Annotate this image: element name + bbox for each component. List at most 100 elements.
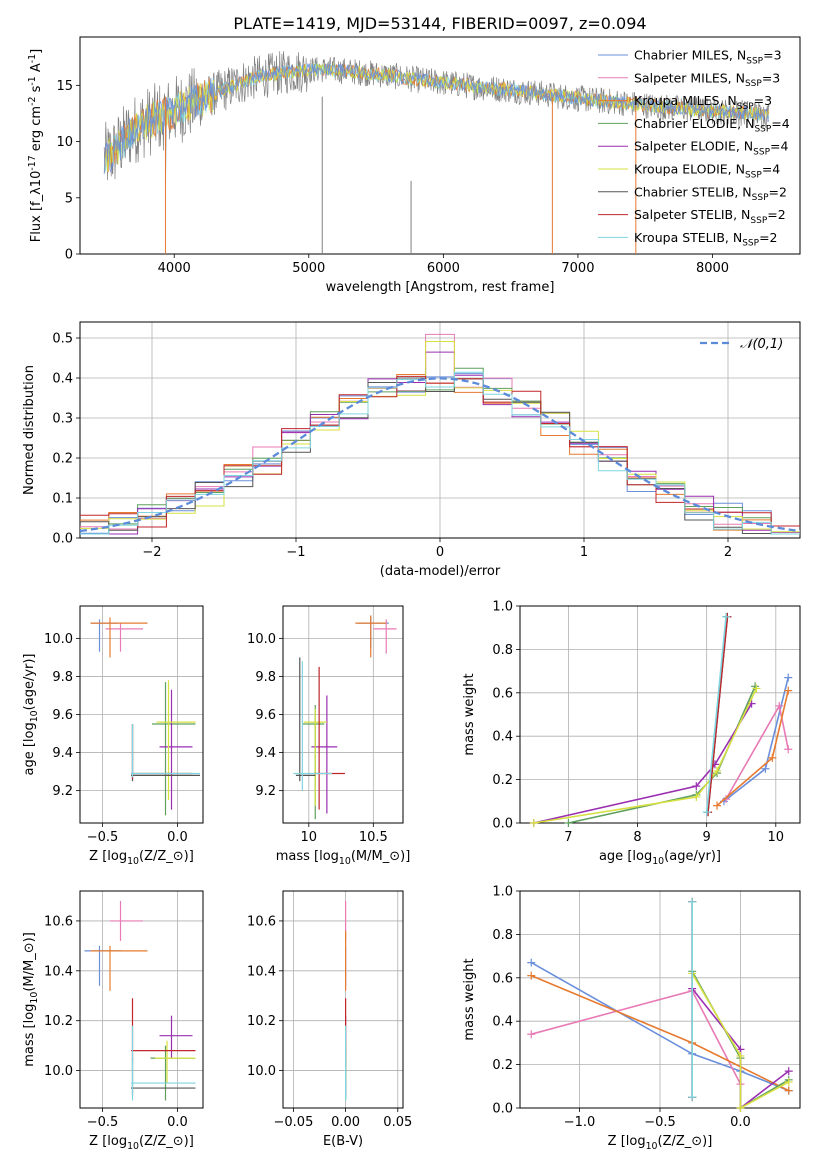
mass_vs_ebv-xtick-label: −0.05 [274,1115,314,1130]
residuals-xtick-label: −2 [142,545,161,560]
model-spectrum-0 [103,63,770,175]
age_vs_mass-panel: 10 10.5 9.2 9.4 9.6 9.8 10.0 mass [log10​(M/M_⊙… [247,605,411,867]
age_vs_Z-point-4 [159,689,193,810]
weight_vs_age-marker [722,612,731,621]
mass_vs_Z-point-7 [131,998,196,1061]
age_vs_Z-point-8 [131,724,200,778]
weight_vs_Z-marker [527,971,536,980]
spectrum-frame [79,36,801,255]
weight_vs_Z-ytick-label: 0.2 [492,1058,513,1073]
residuals-xlabel: (data-model)/error [380,564,501,579]
legend-label-8: Kroupa STELIB, NSSP​=2 [634,230,778,249]
weight_vs_age-marker [529,819,538,827]
weight_vs_Z-ytick-label: 0.4 [492,1015,513,1030]
weight_vs_age-ytick-label: 0.6 [492,686,513,701]
residuals-xtick-label: 1 [580,545,588,560]
residual-hist-7 [80,375,800,528]
age_vs_mass-point-6 [295,657,316,782]
weight_vs_age-line-1 [725,703,789,800]
weight_vs_Z-marker [527,958,536,967]
mass_vs_ebv-xlabel: E(B-V) [323,1134,363,1149]
residual-hist-6 [80,377,800,535]
weight_vs_Z-marker [527,1030,536,1039]
mass_vs_ebv-ytick-label: 10.0 [247,1064,276,1079]
model-spectrum-5 [103,63,770,172]
mass_vs_Z-point-2 [90,945,148,991]
weight_vs_age-line-8 [705,616,727,813]
legend-label-3: Chabrier ELODIE, NSSP​=4 [634,116,790,135]
gaussian-legend-label: 𝒩(0,1) [740,337,783,352]
mass_vs_Z-ytick-label: 10.2 [44,1014,73,1029]
weight_vs_age-ytick-label: 1.0 [492,600,513,615]
weight_vs_Z-line-5 [691,973,790,1110]
legend-label-6: Chabrier STELIB, NSSP​=2 [634,184,787,203]
weight_vs_age-ytick-label: 0.8 [492,643,513,658]
residuals-ytick-label: 0.1 [52,492,73,507]
weight_vs_Z-marker [784,1067,793,1076]
weight_vs_age-line-5 [533,688,758,824]
residual-hist-5 [80,341,800,533]
weight_vs_Z-line-1 [531,989,742,1085]
weight_vs_age-line-0 [723,677,789,802]
residual-hist-8 [80,371,800,535]
age_vs_mass-ytick-label: 10.0 [247,632,276,647]
spectrum-ytick-label: 15 [56,79,73,94]
age_vs_mass-point-1 [373,619,397,654]
spectrum-xtick-label: 8000 [696,261,729,276]
mass_vs_Z-ylabel: mass [log10​(M/M_⊙)] [22,932,40,1067]
residuals-xtick-label: −1 [286,545,305,560]
weight_vs_Z-ylabel: mass weight [462,958,477,1040]
spectrum-xtick-label: 4000 [158,261,191,276]
residuals-panel: −2 −1 0 1 2 0.0 0.1 0.2 0.3 0.4 0.5 (data-model)/er… [22,321,801,579]
mass_vs_Z-frame [79,890,204,1109]
age_vs_Z-ytick-label: 10.0 [44,632,73,647]
weight_vs_age-xtick-label: 7 [564,830,572,845]
age_vs_mass-point-2 [355,615,387,658]
weight_vs_age-marker [692,792,701,801]
spectrum-ytick-label: 0 [65,248,73,263]
age_vs_Z-point-0 [90,619,118,652]
mass_vs_Z-xtick-label: −0.5 [87,1115,119,1130]
residual-hist-1 [80,333,800,535]
weight_vs_Z-ytick-label: 0.0 [492,1102,513,1117]
mass_vs_ebv-xtick-label: 0.05 [383,1115,412,1130]
age_vs_Z-ytick-label: 9.4 [52,746,73,761]
age_vs_mass-point-8 [293,661,333,791]
mass_vs_ebv-ytick-label: 10.6 [247,914,276,929]
mass_vs_ebv-ytick-label: 10.2 [247,1014,276,1029]
mass_vs_Z-ytick-label: 10.4 [44,964,73,979]
legend-label-0: Chabrier MILES, NSSP​=3 [634,48,782,67]
legend-label-4: Salpeter ELODIE, NSSP​=4 [634,139,789,158]
age_vs_mass-xlabel: mass [log10​(M/M_⊙)] [276,849,411,867]
weight_vs_age-marker [564,819,573,827]
weight_vs_Z-panel: −1.0 −0.5 0.0 0.0 0.2 0.4 0.6 0.8 1.0 Z [log10​(Z… [462,885,801,1152]
weight_vs_age-line-7 [707,616,729,813]
legend-label-2: Kroupa MILES, NSSP​=3 [634,93,772,112]
spectrum-lines [103,51,770,254]
figure-title: PLATE=1419, MJD=53144, FIBERID=0097, z=0… [233,14,646,33]
weight_vs_age-panel: 7 8 9 10 0.0 0.2 0.4 0.6 0.8 1.0 age [log10​(age/y… [462,600,801,867]
mass_vs_ebv-xtick-label: 0.00 [331,1115,360,1130]
weight_vs_age-marker [768,753,777,762]
age_vs_mass-ytick-label: 9.6 [255,708,276,723]
weight_vs_Z-ytick-label: 1.0 [492,885,513,900]
spectrum-ytick-label: 5 [65,191,73,206]
mass_vs_Z-point-4 [159,1015,193,1059]
age_vs_Z-ytick-label: 9.2 [52,784,73,799]
weight_vs_age-marker [702,808,711,817]
residuals-xtick-label: 2 [724,545,732,560]
residual-hist-3 [80,367,800,535]
age_vs_Z-xtick-label: −0.5 [87,830,119,845]
weight_vs_age-marker [761,764,770,773]
age_vs_mass-ytick-label: 9.4 [255,746,276,761]
age_vs_mass-ytick-label: 9.8 [255,670,276,685]
weight_vs_Z-marker [784,1086,793,1095]
mass_vs_ebv-frame [282,890,404,1109]
spectrum-panel: 4000 5000 6000 7000 8000 0 5 10 15 wavelength [An… [27,36,801,295]
weight_vs_age-marker [784,745,793,754]
residuals-ytick-label: 0.2 [52,452,73,467]
mass_vs_ebv-ytick-label: 10.4 [247,964,276,979]
age_vs_Z-point-7 [131,724,193,780]
gaussian-curve [80,377,800,533]
mass_vs_Z-xlabel: Z [log10​(Z/Z_⊙)] [89,1134,194,1152]
